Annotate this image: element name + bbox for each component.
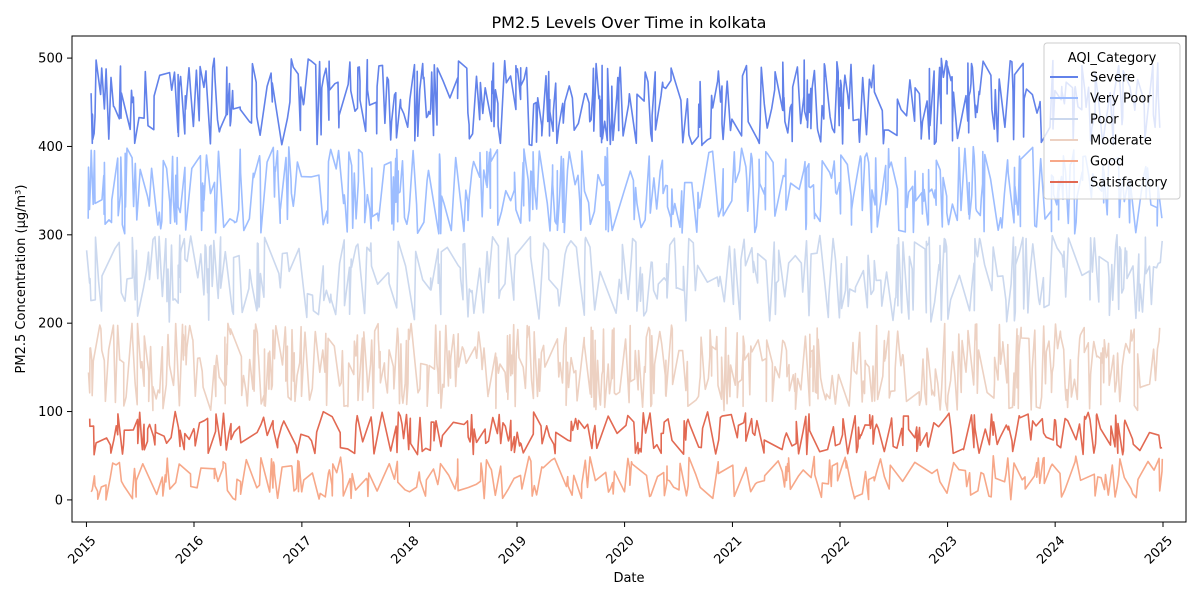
plot-frame [71,35,1187,523]
series-line-very-poor [87,145,1163,235]
legend-label: Good [1090,155,1124,170]
x-tick-label: 2025 [1142,533,1176,567]
y-tick-label: 0 [55,493,63,508]
series-layer [85,57,1164,501]
x-tick-label: 2024 [1034,533,1068,567]
legend: AQI_Category Severe Very Poor Poor Moderate G… [1043,42,1181,200]
x-axis: 2015 2016 2017 2018 2019 2020 2021 2022 2023 2024… [65,522,1176,567]
series-line-moderate [87,322,1161,412]
y-axis: 0 100 200 300 400 500 [38,52,72,508]
x-tick-label: 2021 [711,533,745,567]
x-tick-label: 2018 [388,533,422,567]
y-tick-label: 500 [38,52,63,67]
series-line-good [90,455,1164,501]
y-tick-label: 300 [38,228,63,243]
y-axis-label: PM2.5 Concentration (µg/m³) [14,185,29,374]
chart-title: PM2.5 Levels Over Time in kolkata [492,13,767,32]
legend-label: Moderate [1090,134,1152,149]
series-line-severe [90,57,1161,147]
y-tick-label: 400 [38,140,63,155]
x-tick-label: 2023 [927,533,961,567]
legend-label: Very Poor [1090,92,1152,107]
legend-label: Satisfactory [1090,176,1168,191]
series-line-satisfactory [88,410,1163,456]
y-tick-label: 200 [38,317,63,332]
x-tick-label: 2022 [819,533,853,567]
series-line-poor [85,234,1163,323]
x-tick-label: 2015 [65,533,99,567]
x-tick-label: 2016 [173,533,207,567]
x-tick-label: 2019 [496,533,530,567]
x-axis-label: Date [613,571,644,586]
x-tick-label: 2020 [604,533,638,567]
y-tick-label: 100 [38,405,63,420]
legend-label: Severe [1090,71,1135,86]
x-tick-label: 2017 [281,533,315,567]
legend-label: Poor [1090,113,1119,128]
legend-title: AQI_Category [1068,51,1157,66]
